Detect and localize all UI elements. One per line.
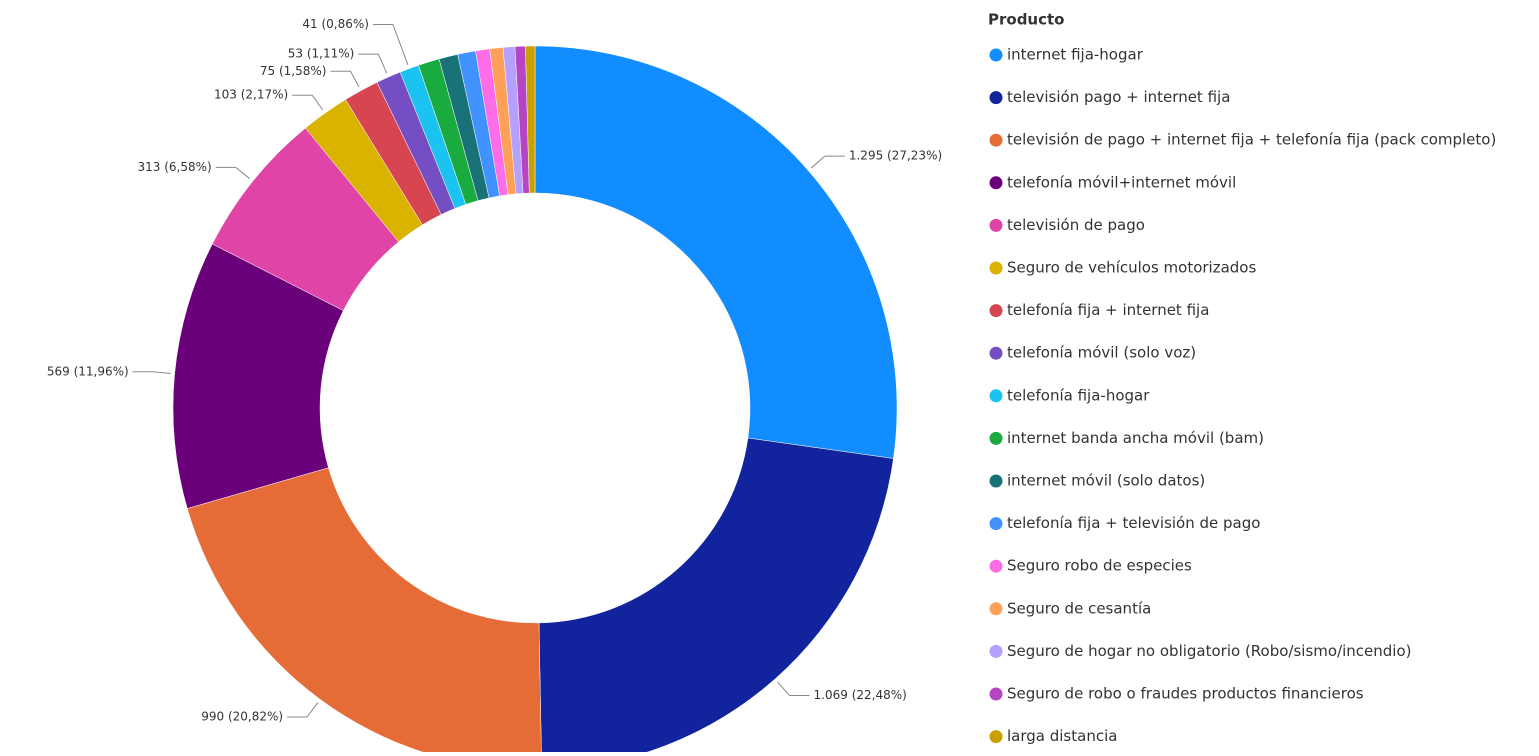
legend-marker: [989, 559, 1003, 573]
data-label: 313 (6,58%): [138, 160, 212, 174]
leader-line: [132, 371, 171, 374]
slice: [525, 45, 536, 194]
legend-marker: [989, 91, 1003, 105]
leader-line: [358, 53, 388, 74]
legend-marker: [989, 133, 1003, 147]
slice: [186, 467, 542, 756]
legend-label: telefonía fija + televisión de pago: [1007, 514, 1260, 532]
legend-marker: [989, 48, 1003, 62]
legend-label: telefonía móvil (solo voz): [1007, 344, 1196, 362]
legend-marker: [989, 517, 1003, 531]
data-label: 1.295 (27,23%): [849, 149, 942, 163]
legend-marker: [989, 602, 1003, 616]
legend-marker: [989, 261, 1003, 275]
data-label: 75 (1,58%): [260, 64, 327, 78]
legend-title: Producto: [988, 11, 1064, 29]
legend-label: internet móvil (solo datos): [1007, 472, 1205, 490]
legend-marker: [989, 176, 1003, 190]
legend-marker: [989, 346, 1003, 360]
legend-marker: [989, 687, 1003, 701]
legend-label: Seguro de robo o fraudes productos finan…: [1007, 685, 1364, 703]
legend-marker: [989, 389, 1003, 403]
legend-label: telefonía fija + internet fija: [1007, 301, 1209, 319]
leader-line: [372, 23, 409, 65]
leader-line: [777, 681, 810, 697]
leader-line: [215, 166, 251, 180]
legend-label: televisión de pago + internet fija + tel…: [1007, 131, 1496, 149]
legend-label: Seguro de hogar no obligatorio (Robo/sis…: [1007, 642, 1412, 660]
legend-label: Seguro de cesantía: [1007, 599, 1151, 617]
slice: [534, 45, 898, 459]
legend-marker: [989, 644, 1003, 658]
legend-label: internet fija-hogar: [1007, 46, 1144, 64]
leader-line: [287, 702, 319, 718]
data-label: 1.069 (22,48%): [814, 688, 907, 702]
data-label: 41 (0,86%): [302, 17, 369, 31]
legend-label: larga distancia: [1007, 727, 1117, 745]
leader-line: [810, 155, 845, 169]
legend-label: Seguro robo de especies: [1007, 557, 1192, 575]
leader-line: [330, 70, 360, 88]
data-label: 103 (2,17%): [214, 88, 288, 102]
legend-marker: [989, 474, 1003, 488]
legend-marker: [989, 431, 1003, 445]
legend-label: televisión pago + internet fija: [1007, 88, 1230, 106]
legend-label: telefonía móvil+internet móvil: [1007, 173, 1236, 191]
legend-label: telefonía fija-hogar: [1007, 386, 1150, 404]
data-label: 990 (20,82%): [201, 710, 283, 724]
data-label: 53 (1,11%): [288, 47, 355, 61]
legend-label: Seguro de vehículos motorizados: [1007, 259, 1256, 277]
data-label: 569 (11,96%): [47, 364, 129, 378]
legend-marker: [989, 730, 1003, 744]
legend-label: internet banda ancha móvil (bam): [1007, 429, 1264, 447]
legend-marker: [989, 304, 1003, 318]
legend-marker: [989, 218, 1003, 232]
leader-line: [292, 94, 324, 111]
slice: [172, 243, 344, 509]
legend-label: televisión de pago: [1007, 216, 1145, 234]
slice: [538, 437, 894, 756]
